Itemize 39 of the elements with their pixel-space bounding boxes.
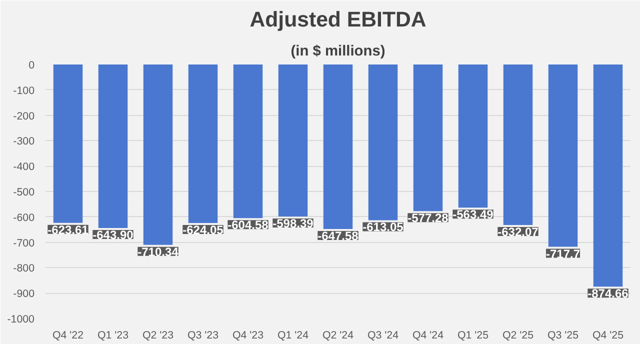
- data-label: -643.90: [92, 228, 134, 242]
- data-label: -717.7: [546, 246, 580, 261]
- x-tick-label: Q2 '24: [322, 330, 354, 342]
- x-tick-label: Q1 '24: [277, 330, 309, 342]
- y-tick-label: -300: [13, 136, 35, 148]
- data-label: -563.49: [452, 208, 494, 222]
- x-tick-label: Q3 '23: [187, 330, 219, 342]
- x-tick-label: Q4 '25: [592, 330, 624, 342]
- y-tick-label: -600: [13, 212, 35, 224]
- y-tick-label: -100: [13, 84, 35, 97]
- x-tick-label: Q2 '25: [502, 330, 534, 342]
- data-label: -632.07: [498, 225, 539, 240]
- x-tick-label: Q1 '23: [97, 330, 129, 342]
- y-tick-label: 0: [28, 60, 35, 72]
- x-tick-label: Q4 '22: [52, 330, 84, 342]
- chart-title: Adjusted EBITDA: [250, 8, 426, 32]
- x-tick-label: Q4 '23: [232, 330, 264, 342]
- data-label: -623.61: [48, 222, 89, 237]
- y-tick-label: -800: [13, 262, 35, 275]
- x-tick-label: Q3 '25: [547, 330, 579, 342]
- data-label: -598.39: [272, 216, 314, 230]
- data-label: -604.58: [228, 218, 269, 232]
- y-tick-label: -400: [13, 161, 35, 174]
- data-label: -647.58: [318, 228, 359, 243]
- x-tick-label: Q3 '24: [367, 330, 399, 342]
- y-tick-label: -700: [13, 237, 35, 250]
- data-label: -874.66: [588, 286, 629, 301]
- y-tick-label: -200: [13, 110, 35, 122]
- x-tick-label: Q2 '23: [142, 330, 174, 342]
- data-label: -710.34: [138, 244, 179, 259]
- y-tick-label: -500: [13, 186, 35, 198]
- y-tick-label: -900: [13, 288, 35, 300]
- data-label: -613.05: [362, 220, 404, 234]
- x-tick-label: Q1 '25: [457, 330, 489, 342]
- data-label: -624.05: [182, 223, 224, 238]
- x-tick-label: Q4 '24: [412, 330, 444, 342]
- y-tick-label: -1000: [7, 314, 35, 326]
- chart-subtitle: (in $ millions): [290, 44, 386, 60]
- data-label: -577.28: [408, 211, 449, 226]
